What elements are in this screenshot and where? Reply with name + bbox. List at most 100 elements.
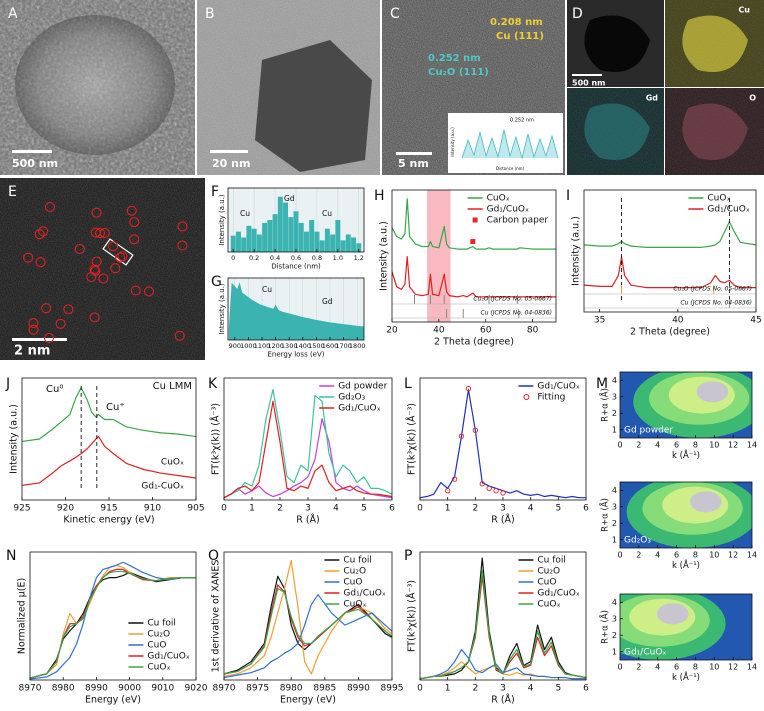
legend-label: Gd₁/CuOₓ	[537, 589, 579, 599]
bar	[283, 202, 289, 252]
atom-marker	[55, 318, 66, 329]
atom-marker	[41, 303, 52, 314]
y-axis-label: R+α (Å)	[598, 388, 610, 422]
x-tick-label: 4	[528, 684, 534, 694]
contour-band	[696, 381, 729, 403]
legend-swatch	[472, 217, 478, 223]
legend-label: CuOₓ	[487, 194, 510, 204]
bar	[267, 220, 273, 252]
series-line	[420, 661, 586, 680]
bar	[335, 220, 341, 252]
x-tick-label: 0	[617, 551, 622, 560]
chart: 0 1 2 3 4 5 6 R (Å) FT(k³χ(k)) (Å⁻³) Gd₁/CuOₓFitt…	[404, 376, 589, 525]
chart: 925 920 915 910 905 Kinetic energy (eV) Intens…	[5, 376, 205, 525]
y-tick-label: 3	[612, 614, 617, 623]
y-tick-label: 2	[612, 409, 617, 418]
atom-marker	[94, 227, 106, 239]
contour-label: Gd₂O₃	[624, 536, 651, 546]
annotation: Cu⁺	[106, 402, 125, 413]
annotation: Gd	[322, 297, 333, 306]
x-tick-label: 1	[445, 684, 451, 694]
series-line	[392, 256, 556, 298]
series-line	[392, 198, 556, 250]
series-line	[420, 389, 586, 499]
plot-area	[392, 190, 556, 322]
annotation: Cu LMM	[153, 381, 192, 392]
atom-marker	[177, 240, 188, 251]
series-line	[224, 584, 392, 675]
plot-frame	[223, 551, 393, 681]
marker	[465, 385, 472, 392]
annotation: Gd	[284, 194, 295, 203]
series-line	[30, 570, 196, 679]
x-tick-label: 5	[555, 504, 561, 514]
atom-marker	[130, 285, 141, 296]
x-tick-label: 80	[527, 326, 539, 336]
x-tick-label: 0.2	[249, 254, 259, 262]
chart: Cu₂O (JCPDS No. 05-0667) Cu (JCPDS No. 04…	[566, 188, 762, 337]
atom-marker	[98, 273, 109, 284]
panel-letter: L	[404, 376, 412, 392]
plot-area	[228, 278, 364, 340]
atom-marker	[115, 252, 126, 263]
x-tick-label: 12	[728, 551, 738, 560]
series-line	[224, 400, 392, 499]
image-a: A 500 nm	[0, 0, 195, 175]
bar	[314, 231, 320, 252]
x-axis-label: Energy loss (eV)	[267, 350, 324, 358]
bar	[293, 211, 299, 252]
x-tick-label: 0	[417, 504, 423, 514]
x-tick-label: 0	[617, 663, 622, 672]
series-line	[584, 256, 756, 289]
x-tick-label: 8980	[52, 684, 75, 694]
x-tick-label: 10	[709, 663, 719, 672]
y-tick-label: 4	[612, 598, 617, 607]
panel-letter: D	[572, 6, 583, 22]
chart: 8970 8980 8990 9000 9010 9020 Energy (eV) Norma…	[6, 548, 208, 705]
bar	[230, 235, 236, 252]
x-tick-label: 5	[555, 684, 561, 694]
x-tick-label: 1100	[254, 342, 271, 350]
atom-marker	[28, 324, 39, 335]
x-tick-label: 8985	[313, 684, 336, 694]
x-tick-label: 6	[674, 441, 679, 450]
atom-marker	[143, 286, 155, 297]
lattice-plane: Cu₂O (111)	[428, 67, 489, 78]
y-axis-label: FT(k³χ(k)) (Å⁻³)	[209, 403, 221, 475]
atom-marker	[117, 251, 128, 262]
x-tick-label: 12	[728, 441, 738, 450]
panel-letter: M	[596, 376, 608, 392]
bar	[356, 243, 362, 252]
chart: 0 1 2 3 4 5 6 R (Å) FT(k³χ(k)) (Å⁻³) Gd powderGd₂…	[208, 376, 395, 525]
x-axis-label: k (Å⁻¹)	[672, 671, 700, 683]
y-axis-label: Intensity (a.u.)	[378, 221, 389, 291]
panel-letter: P	[404, 548, 412, 564]
x-tick-label: 0	[231, 254, 235, 262]
legend-label: Cu₂O	[537, 567, 560, 577]
plot-area	[620, 372, 752, 438]
series-line	[22, 435, 196, 486]
atom-marker	[129, 217, 140, 228]
bar	[319, 240, 325, 252]
annotation: Cu⁰	[46, 384, 63, 395]
plot-frame	[227, 277, 365, 341]
x-tick-label: 20	[386, 326, 398, 336]
legend-label: Gd₁/CuOₓ	[147, 652, 189, 662]
annotation: Cu	[262, 285, 272, 294]
x-axis-label: 2 Theta (degree)	[630, 326, 710, 337]
plot-area	[420, 557, 586, 680]
atom-marker	[38, 226, 49, 237]
y-axis-label: Intensity (a.u.)	[218, 194, 226, 246]
series-label: CuOₓ	[161, 458, 184, 468]
y-tick-label: 2	[612, 631, 617, 640]
marker	[445, 488, 451, 494]
x-tick-label: 9020	[185, 684, 208, 694]
marker	[458, 433, 465, 439]
marker	[470, 239, 476, 245]
x-tick-label: 35	[594, 316, 605, 326]
bar	[262, 222, 268, 252]
x-tick-label: 9010	[151, 684, 174, 694]
